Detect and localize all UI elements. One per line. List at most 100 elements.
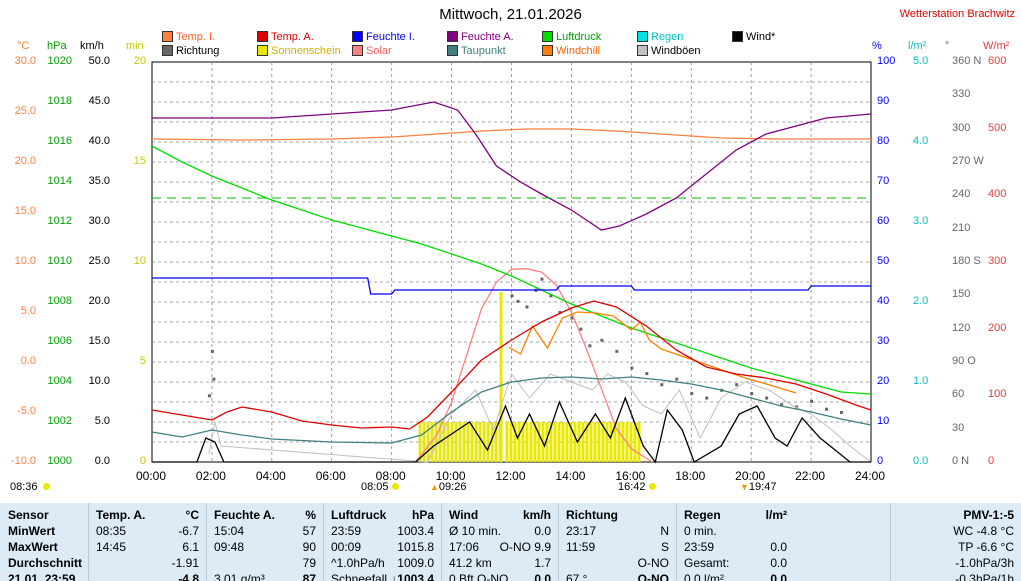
humidity-tick-label: 20 [877,375,890,387]
legend-item: Windchill [542,45,600,57]
legend-swatch [447,45,458,56]
series-solar [415,268,653,463]
cell-value: 0.0 [770,556,787,570]
legend-item: Solar [352,45,392,57]
cell-value: O-NO 9.9 [499,540,551,554]
column-header: Regen [684,508,721,522]
temp-tick-label: 25.0 [14,105,36,117]
direction-point [525,305,529,309]
pmv-title: PMV-1:-5 [963,508,1014,522]
minutes-tick-label: 5 [139,355,146,367]
sunrise-label: 08:05 [361,481,389,493]
direction-point [810,399,814,403]
legend-item: Feuchte A. [447,31,514,43]
direction-point [825,407,829,411]
column-header: Luftdruck [331,508,387,522]
rain-tick-label: 5.0 [913,55,929,67]
column-header: Wind [449,508,479,522]
direction-tick-label: 90 O [952,355,976,367]
direction-point [558,311,562,314]
humidity-tick-label: 30 [877,335,890,347]
direction-tick-label: 210 [952,221,971,234]
humidity-tick-label: 90 [877,95,890,107]
sunshine-bar [462,422,466,462]
wind-tick-label: 25.0 [88,255,110,267]
pressure-tick-label: 1014 [47,175,72,187]
direction-tick-label: 300 [952,121,971,134]
sunshine-bar [633,422,637,462]
direction-point [212,377,216,381]
sunrise-marker: 08:05 [361,481,399,493]
sunshine-bar [529,422,533,462]
cell-value: 1009.0 [397,556,434,570]
wind-tick-label: 0.0 [94,455,110,467]
sunshine-bar [545,422,549,462]
cell-value: N [660,524,669,538]
wind-tick-label: 20.0 [88,295,110,307]
summary-table: Sensor MinWert MaxWert Durchschnitt 21.0… [0,503,1021,581]
x-tick-label: 22:00 [795,469,826,483]
column-unit: l/m² [765,508,787,522]
direction-tick-label: 120 [952,321,971,334]
cell-info: Schneefall [331,572,388,581]
sunshine-bar [426,422,430,462]
pressure-tick-label: 1006 [47,335,72,347]
legend-label: Sonnenschein [271,45,341,57]
cell-value: -1.91 [171,556,199,570]
sunshine-bar [549,422,553,462]
x-tick-label: 18:00 [675,469,706,483]
sunshine-bar [605,422,609,462]
pressure-tick-label: 1000 [47,455,72,467]
series-luftdruck [151,145,872,395]
cell-value: 0.0 [770,572,787,581]
direction-point [549,294,553,298]
humidity-tick-label: 100 [877,55,896,67]
left-time-label: 08:36 [10,481,38,493]
humidity-tick-label: 40 [877,295,890,307]
x-tick-label: 16:00 [615,469,646,483]
station-name: Wetterstation Brachwitz [899,8,1015,20]
column-header: Temp. A. [96,508,146,522]
cell-info: 09:48 [214,540,245,554]
direction-point [795,405,799,409]
sunshine-bar [565,422,569,462]
sunshine-bar [525,422,529,462]
cell-value: O-NO [637,556,669,570]
sunshine-bar [577,422,581,462]
sunset-icon [648,483,656,490]
sunshine-bar [442,422,446,462]
direction-tick-label: 180 S [952,255,981,267]
legend-label: Windböen [651,45,701,57]
sunshine-bar [569,422,573,462]
sunshine-bar [418,422,422,462]
current-label: 21.01. 23:59 [8,572,76,581]
sunshine-bar [561,422,565,462]
legend-item: Regen [637,31,683,43]
direction-tick-label: 150 [952,288,971,301]
cell-info: Ø 10 min. [449,524,502,538]
sunshine-bar [537,422,541,462]
solar-tick-label: 100 [988,388,1007,401]
legend-swatch [162,45,173,56]
legend-label: Wind* [746,31,776,43]
sunshine-bar [617,422,621,462]
solar-tick-label: 0 [988,455,995,467]
sunshine-bar [621,422,625,462]
table-column: Luftdruck hPa 23:59 1003.4 00:09 1015.8 ^1.0hP… [323,503,442,581]
direction-tick-label: 60 [952,388,965,401]
column-unit: °C [185,508,199,522]
temp-tick-label: 30.0 [14,55,36,67]
legend-item: Windböen [637,45,701,57]
legend-swatch [447,31,458,42]
humidity-tick-label: 10 [877,415,890,427]
legend-label: Taupunkt [461,45,506,57]
direction-point [516,299,520,303]
table-column: Richtung 23:17 N 11:59 S O-NO 67 ° O-NO [558,503,677,581]
max-label: MaxWert [8,540,58,554]
solar-start-label: 09:26 [438,481,467,493]
cell-info: 0 min. [684,524,717,538]
direction-point [540,277,544,281]
temp-axis-unit: °C [17,40,30,52]
sunset-marker: 16:42 [618,481,656,493]
cell-info: 41.2 km [449,556,492,570]
